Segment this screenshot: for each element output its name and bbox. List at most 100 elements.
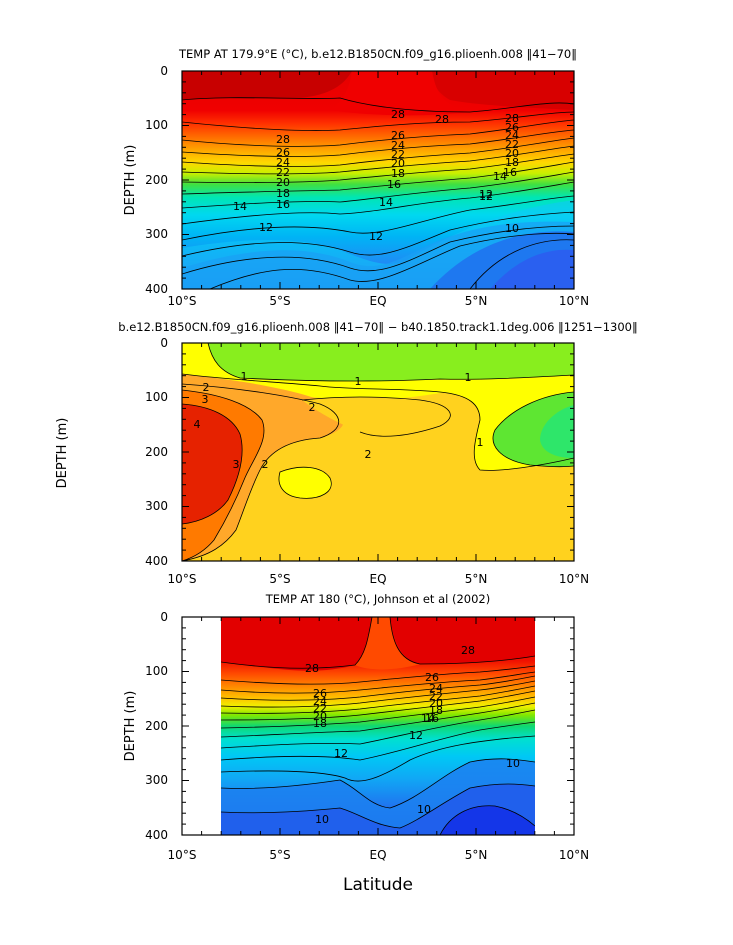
panel-3-y-tick: 0: [160, 610, 168, 624]
panel-2-y-tick: 100: [145, 390, 168, 404]
panel-3-contour-label: 22: [429, 690, 443, 703]
panel-2-contour-label: 1: [355, 375, 362, 388]
panel-3-contour-lines: [221, 617, 535, 835]
panel-2-contour-label: 1: [465, 371, 472, 384]
panel-3-x-ticks: 10°S 5°S EQ 5°N 10°N: [168, 848, 590, 862]
panel-1-contour-label: 28: [391, 108, 405, 121]
panel-2-contour-label: 2: [262, 458, 269, 471]
panel-1-contour-label: 26: [276, 146, 290, 159]
panel-3-y-label: DEPTH (m): [123, 691, 138, 762]
panel-2-y-ticks: 0 100 200 300 400: [145, 336, 168, 568]
panel-2-axes: 10°S 5°S EQ 5°N 10°N 0 100 200 300 400 D…: [55, 336, 589, 586]
panel-3-x-tick: 5°N: [465, 848, 488, 862]
panel-2-title: b.e12.B1850CN.f09_g16.plioenh.008 ‖41−70…: [118, 320, 637, 334]
panel-2-y-tick: 0: [160, 336, 168, 350]
panel-1-contour-label: 18: [505, 156, 519, 169]
panel-3: TEMP AT 180 (°C), Johnson et al (2002): [123, 592, 589, 895]
panel-1-x-tick: 5°N: [465, 294, 488, 308]
panel-2-y-label: DEPTH (m): [55, 418, 70, 489]
panel-1-contour-label: 24: [391, 139, 405, 152]
panel-2-contour-label: 3: [233, 458, 240, 471]
panel-2-contour-label: 1: [241, 370, 248, 383]
panel-1-contour-label: 28: [505, 112, 519, 125]
panel-2-contour-lines: [182, 343, 574, 561]
panel-3-contour-label: 18: [313, 717, 327, 730]
panel-1-contour-label: 12: [479, 188, 493, 201]
panel-1-contour-label: 24: [505, 129, 519, 142]
panel-3-contour-label: 12: [409, 729, 423, 742]
panel-1-y-label: DEPTH (m): [123, 145, 138, 216]
panel-3-contour-label: 10: [315, 813, 329, 826]
panel-3-contour-label: 28: [305, 662, 319, 675]
panel-1-y-tick: 100: [145, 118, 168, 132]
panel-2-x-tick: 10°S: [168, 572, 197, 586]
panel-2-x-tick: EQ: [369, 572, 386, 586]
panel-3-x-tick: 5°S: [269, 848, 290, 862]
panel-1-contour-label: 12: [369, 230, 383, 243]
panel-1-contour-label: 10: [505, 222, 519, 235]
panel-3-y-tick: 200: [145, 719, 168, 733]
panel-1-contour-label: 20: [391, 157, 405, 170]
panel-2-contour-label: 2: [203, 381, 210, 394]
panel-3-contour-label: 20: [313, 710, 327, 723]
panel-2-contour-label: 4: [194, 418, 201, 431]
panel-2-contour-label: 3: [202, 393, 209, 406]
panel-3-contour-label: 14: [421, 712, 435, 725]
panel-1-contour-label: 22: [505, 138, 519, 151]
panel-1-contour-label: 14: [233, 200, 247, 213]
panel-3-x-tick: EQ: [369, 848, 386, 862]
panel-1-x-ticks: 10°S 5°S EQ 5°N 10°N: [168, 294, 590, 308]
panel-1-contour-label: 26: [505, 121, 519, 134]
panel-1-contour-label: 24: [276, 156, 290, 169]
panel-1-contour-label: 26: [391, 129, 405, 142]
panel-1-contour-label: 16: [276, 198, 290, 211]
panel-1-contour-label: 22: [391, 148, 405, 161]
panel-1-x-tick: 10°N: [559, 294, 589, 308]
panel-2-x-tick: 10°N: [559, 572, 589, 586]
panel-2-x-tick: 5°S: [269, 572, 290, 586]
panel-1-title: TEMP AT 179.9°E (°C), b.e12.B1850CN.f09_…: [178, 47, 577, 61]
panel-3-contour-labels: 28 28 26 24 22 20 18 26 24 22 20 18 16 1…: [305, 644, 520, 826]
panel-3-title: TEMP AT 180 (°C), Johnson et al (2002): [265, 592, 490, 606]
panel-3-contour-label: 28: [461, 644, 475, 657]
panel-1-contour-label: 16: [503, 166, 517, 179]
panel-3-contour-label: 10: [417, 803, 431, 816]
tick-marks: [181, 70, 575, 836]
panel-1-contour-label: 12: [479, 190, 493, 203]
panel-3-axes: 10°S 5°S EQ 5°N 10°N 0 100 200 300 400 D…: [123, 610, 589, 862]
panel-2-contour-label: 1: [477, 436, 484, 449]
panel-1-contour-lines: [182, 97, 574, 289]
panel-3-y-ticks: 0 100 200 300 400: [145, 610, 168, 842]
panel-3-contour-label: 16: [425, 712, 439, 725]
panel-3-y-tick: 400: [145, 828, 168, 842]
panel-1-contour-fill: [182, 71, 574, 289]
panel-3-y-tick: 100: [145, 664, 168, 678]
panel-3-y-tick: 300: [145, 773, 168, 787]
panel-3-contour-label: 24: [429, 682, 443, 695]
panel-3-contour-label: 26: [313, 687, 327, 700]
x-axis-label: Latitude: [343, 875, 413, 895]
panel-2-contour-fill: [182, 343, 574, 561]
panel-3-contour-label: 12: [334, 747, 348, 760]
panel-1-contour-label: 18: [391, 167, 405, 180]
panel-2-y-tick: 300: [145, 499, 168, 513]
panel-2-contour-label: 2: [365, 448, 372, 461]
panel-2-y-tick: 200: [145, 445, 168, 459]
panel-3-contour-label: 10: [506, 757, 520, 770]
panel-2-y-tick: 400: [145, 554, 168, 568]
panel-3-contour-label: 22: [313, 702, 327, 715]
panel-1-x-tick: EQ: [369, 294, 386, 308]
panel-1-contour-label: 14: [493, 170, 507, 183]
panel-1-x-tick: 5°S: [269, 294, 290, 308]
panel-1-contour-label: 28: [435, 113, 449, 126]
panel-1-contour-label: 18: [276, 187, 290, 200]
panel-1-y-tick: 300: [145, 227, 168, 241]
panel-1-y-tick: 0: [160, 64, 168, 78]
panel-1-contour-labels: 28 28 26 24 22 20 18 16 14 12 12 28 26 2…: [233, 108, 519, 243]
panel-1-y-tick: 400: [145, 282, 168, 296]
panel-1-contour-label: 22: [276, 166, 290, 179]
panel-2-contour-labels: 1 1 1 2 3 4 3 2 2 2 1: [194, 370, 484, 471]
panel-2-x-tick: 5°N: [465, 572, 488, 586]
panel-1-contour-label: 28: [276, 133, 290, 146]
